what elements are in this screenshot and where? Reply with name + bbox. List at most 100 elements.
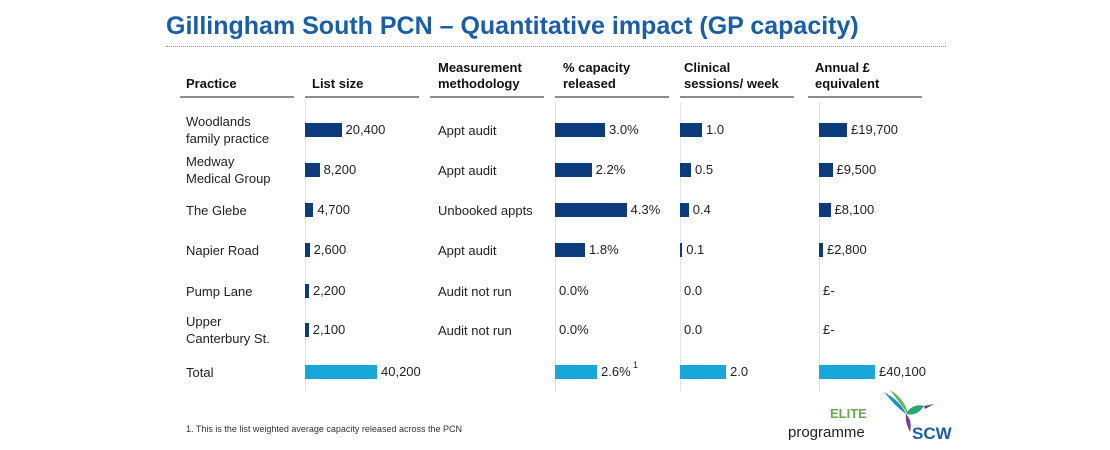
header-annual-line2: equivalent <box>815 76 880 91</box>
capacity-bar <box>555 163 592 177</box>
list-size-bar <box>305 243 310 257</box>
list-size-label: 8,200 <box>323 162 357 177</box>
total-sessions-label: 2.0 <box>730 364 749 379</box>
header-annual-line1: Annual £ <box>815 60 870 75</box>
sessions-label: 0.0 <box>684 283 703 298</box>
annual-label: £19,700 <box>851 122 898 137</box>
list-size-label: 2,200 <box>312 283 346 298</box>
methodology-cell: Audit not run <box>438 323 512 338</box>
sessions-label: 0.0 <box>684 322 703 337</box>
annual-label: £8,100 <box>834 202 875 217</box>
elite-logo-text: ELITE <box>830 406 867 421</box>
annual-label: £9,500 <box>836 162 877 177</box>
list-size-label: 20,400 <box>345 122 386 137</box>
annual-label: £- <box>823 322 835 337</box>
header-methodology-line1: Measurement <box>438 60 522 75</box>
header-underline-sessions <box>680 96 794 98</box>
header-underline-methodology <box>430 96 544 98</box>
list-size-label: 2,600 <box>313 242 347 257</box>
sessions-label: 0.1 <box>686 242 705 257</box>
practice-name-line1: Medway <box>186 154 235 169</box>
hummingbird-icon <box>884 390 934 432</box>
total-list-size-label: 40,200 <box>381 364 421 379</box>
header-sessions-line2: sessions/ week <box>684 76 779 91</box>
practice-name-line1: Napier Road <box>186 243 259 258</box>
capacity-label: 0.0% <box>559 283 589 298</box>
header-methodology-line2: methodology <box>438 76 520 91</box>
total-capacity-bar <box>555 365 597 379</box>
practice-name: Upper Canterbury St. <box>186 313 270 347</box>
header-sessions-line1: Clinical <box>684 60 731 75</box>
total-sessions-bar <box>680 365 726 379</box>
practice-name-line1: The Glebe <box>186 203 247 218</box>
practice-name-line1: Woodlands <box>186 114 251 129</box>
annual-bar <box>819 203 831 217</box>
programme-logo-text: programme <box>788 424 865 441</box>
practice-name-line2: Medical Group <box>186 171 271 186</box>
list-size-bar <box>305 323 309 337</box>
list-size-bar <box>305 284 309 298</box>
header-annual: Annual £ equivalent <box>815 60 879 92</box>
footnote: 1. This is the list weighted average cap… <box>186 424 462 434</box>
total-capacity-label: 2.6% <box>601 364 631 379</box>
practice-name-line2: Canterbury St. <box>186 331 270 346</box>
sessions-bar <box>680 243 683 257</box>
sessions-label: 0.5 <box>695 162 714 177</box>
practice-name: Medway Medical Group <box>186 153 271 187</box>
annual-bar <box>819 243 823 257</box>
methodology-cell: Audit not run <box>438 284 512 299</box>
title-divider <box>166 46 946 47</box>
list-size-bar <box>305 163 320 177</box>
header-sessions: Clinical sessions/ week <box>684 60 779 92</box>
annual-label: £2,800 <box>826 242 867 257</box>
list-size-label: 2,100 <box>312 322 346 337</box>
header-capacity-line1: % capacity <box>563 60 631 75</box>
header-practice: Practice <box>186 76 237 91</box>
capacity-bar <box>555 203 627 217</box>
annual-bar <box>819 163 833 177</box>
footnote-marker: 1 <box>633 360 639 370</box>
practice-name: Pump Lane <box>186 283 253 300</box>
capacity-bar <box>555 123 605 137</box>
header-list-size: List size <box>312 76 364 91</box>
methodology-cell: Appt audit <box>438 243 497 258</box>
sessions-bar <box>680 123 702 137</box>
total-annual-label: £40,100 <box>879 364 926 379</box>
capacity-bar <box>555 243 585 257</box>
sessions-bar <box>680 163 691 177</box>
sessions-bar <box>680 203 689 217</box>
capacity-label: 4.3% <box>630 202 661 217</box>
header-capacity-line2: released <box>563 76 616 91</box>
methodology-cell: Appt audit <box>438 163 497 178</box>
total-list-size-bar <box>305 365 377 379</box>
total-label: Total <box>186 365 214 380</box>
total-capacity-footnote: 1 <box>633 358 638 376</box>
annual-bar <box>819 123 847 137</box>
header-underline-capacity <box>555 96 669 98</box>
capacity-label: 2.2% <box>595 162 626 177</box>
annual-label: £- <box>823 283 835 298</box>
header-underline-practice <box>180 96 294 98</box>
list-size-label: 4,700 <box>317 202 350 217</box>
capacity-label: 3.0% <box>609 122 639 137</box>
methodology-cell: Appt audit <box>438 123 497 138</box>
total-annual-bar <box>819 365 875 379</box>
capacity-label: 1.8% <box>589 242 619 257</box>
sessions-label: 1.0 <box>706 122 725 137</box>
scw-logo-text: SCW <box>912 424 952 443</box>
header-methodology: Measurement methodology <box>438 60 522 92</box>
list-size-bar <box>305 123 342 137</box>
practice-name: The Glebe <box>186 202 247 219</box>
sessions-label: 0.4 <box>692 202 711 217</box>
practice-name: Woodlands family practice <box>186 113 269 147</box>
practice-name: Napier Road <box>186 242 259 259</box>
capacity-label: 0.0% <box>559 322 589 337</box>
header-underline-list-size <box>305 96 419 98</box>
list-size-bar <box>305 203 314 217</box>
methodology-cell: Unbooked appts <box>438 203 533 218</box>
practice-name-line1: Pump Lane <box>186 284 253 299</box>
header-underline-annual <box>808 96 922 98</box>
page-title: Gillingham South PCN – Quantitative impa… <box>166 12 859 40</box>
practice-name-line1: Upper <box>186 314 222 329</box>
practice-name-line2: family practice <box>186 131 270 146</box>
